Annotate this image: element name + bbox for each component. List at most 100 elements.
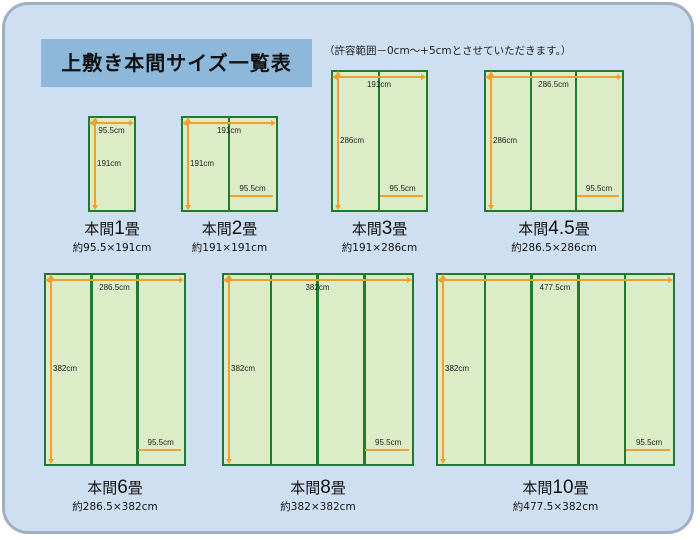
panel-width-label: 95.5cm (239, 184, 266, 193)
mat-size-label: 約95.5×191cm (72, 242, 152, 254)
tolerance-note: （許容範囲－0cm～+5cmとさせていただきます。） (324, 45, 572, 57)
tatami-mat: 286.5cm 382cm 95.5cm (44, 273, 186, 466)
arrowhead-down (226, 459, 232, 464)
height-arrow (228, 277, 230, 461)
height-label: 382cm (231, 364, 256, 373)
arrowhead-down (48, 459, 54, 464)
panel-width-label: 95.5cm (389, 184, 416, 193)
panel-width-label: 95.5cm (585, 184, 613, 193)
arrowhead-left (182, 120, 187, 126)
mat-title-suffix: 畳 (573, 479, 589, 497)
panel-divider (136, 275, 139, 464)
panel-divider (269, 275, 272, 464)
panel-width-label: 95.5cm (147, 438, 174, 447)
panel-divider (377, 72, 381, 210)
panel-divider (316, 275, 319, 464)
height-arrow (187, 120, 189, 207)
tatami-mat: 286.5cm 286cm 95.5cm (484, 70, 624, 212)
panel-width-arrow (577, 195, 619, 197)
mat-title-prefix: 本間 (84, 220, 115, 238)
mat-title-suffix: 畳 (392, 220, 408, 238)
panel-divider (529, 72, 533, 210)
arrowhead-down (440, 459, 446, 464)
width-arrow (185, 122, 273, 124)
mat-title-prefix: 本間 (87, 479, 118, 497)
panel-width-arrow (626, 449, 670, 451)
arrowhead-down (92, 205, 98, 210)
tatami-mat: 191cm 191cm 95.5cm (181, 116, 278, 212)
arrowhead-right (617, 74, 622, 80)
mat-size-label: 約191×191cm (191, 242, 268, 254)
mat-size-label: 約286.5×286cm (511, 242, 597, 254)
mat-title: 本間10畳 (522, 477, 588, 499)
arrowhead-right (179, 277, 184, 283)
arrowhead-up (335, 71, 341, 76)
width-label: 95.5cm (98, 126, 125, 135)
mat-size-label: 約286.5×382cm (72, 501, 158, 513)
page-title: 上敷き本間サイズ一覧表 (61, 51, 292, 75)
mat-title: 本間2畳 (202, 218, 258, 240)
mat-title: 本間8畳 (290, 477, 346, 499)
arrowhead-left (485, 74, 490, 80)
mat-title-suffix: 畳 (242, 220, 258, 238)
height-arrow (94, 120, 96, 207)
height-arrow (442, 277, 444, 461)
width-arrow (440, 279, 670, 281)
mat-title-count: 1 (114, 218, 125, 239)
arrowhead-left (332, 74, 337, 80)
arrowhead-left (45, 277, 50, 283)
mat-title-prefix: 本間 (201, 220, 232, 238)
arrowhead-right (421, 74, 426, 80)
title-banner: 上敷き本間サイズ一覧表 (41, 39, 312, 87)
arrowhead-right (129, 120, 134, 126)
width-arrow (48, 279, 181, 281)
mat-title: 本間1畳 (84, 218, 140, 240)
mat-title-count: 3 (381, 218, 393, 239)
panel-divider (574, 72, 578, 210)
panel-width-arrow (138, 449, 181, 451)
panel-divider (577, 275, 580, 464)
panel-width-arrow (365, 449, 409, 451)
height-label: 191cm (97, 158, 122, 168)
width-arrow (335, 76, 423, 78)
arrowhead-left (89, 120, 94, 126)
arrowhead-right (271, 120, 276, 126)
mat-title-suffix: 畳 (574, 220, 590, 238)
height-label: 191cm (190, 158, 215, 168)
mat-title: 本間3畳 (352, 218, 408, 240)
arrowhead-left (437, 277, 442, 283)
height-label: 382cm (445, 364, 470, 373)
arrowhead-up (92, 117, 98, 122)
arrowhead-up (440, 274, 446, 279)
width-label: 382cm (305, 283, 330, 292)
height-arrow (50, 277, 52, 461)
panel-divider (227, 118, 231, 210)
width-arrow (226, 279, 409, 281)
width-arrow (92, 122, 131, 124)
arrowhead-down (335, 205, 341, 210)
tatami-mat: 382cm 382cm 95.5cm (222, 273, 414, 466)
mat-size-label: 約477.5×382cm (512, 501, 599, 513)
mat-title: 本間6畳 (87, 477, 143, 499)
arrowhead-up (226, 274, 232, 279)
mat-title-prefix: 本間 (518, 220, 549, 238)
mat-title-count: 6 (117, 477, 128, 498)
tatami-mat: 95.5cm 191cm (88, 116, 136, 212)
panel-width-label: 95.5cm (635, 438, 663, 447)
arrowhead-up (185, 117, 191, 122)
panel-width-arrow (380, 195, 423, 197)
arrowhead-up (48, 274, 54, 279)
height-label: 286cm (493, 135, 518, 145)
mat-title: 本間4.5畳 (518, 218, 589, 240)
panel-divider (363, 275, 366, 464)
width-label: 477.5cm (539, 283, 571, 292)
width-label: 286.5cm (99, 283, 130, 292)
panel-divider (90, 275, 93, 464)
mat-title-count: 4.5 (548, 218, 575, 239)
mat-size-label: 約191×286cm (341, 242, 418, 254)
mat-size-label: 約382×382cm (280, 501, 356, 513)
tatami-mat: 477.5cm 382cm 95.5cm (436, 273, 675, 466)
mat-title-count: 10 (552, 477, 574, 498)
width-label: 286.5cm (538, 80, 569, 89)
arrowhead-down (185, 205, 191, 210)
